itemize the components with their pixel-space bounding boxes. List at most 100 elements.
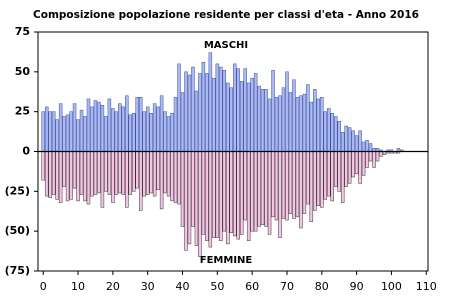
x-tick-label: 70 [280,280,294,293]
bar [132,151,136,192]
bar [177,63,181,152]
bar [69,151,73,200]
series-label: FEMMINE [200,255,253,266]
bar [152,103,157,152]
bar [344,151,348,187]
bar [233,151,237,237]
bar [97,151,101,194]
bar [250,151,254,232]
bar [111,108,115,152]
bar [257,151,261,227]
y-tick-label: 50 [15,65,31,78]
bar [354,151,359,175]
x-tick-label: 90 [350,280,364,293]
bar [278,95,282,152]
bar [351,151,355,178]
bar [114,151,119,195]
bar [379,151,383,157]
bar [271,69,275,152]
bar [299,95,303,152]
bar [368,151,373,162]
bar [100,151,105,208]
bar [292,151,296,219]
bar [347,151,352,184]
x-tick-label: 0 [40,280,47,293]
bar [142,111,146,152]
y-tick-label: 75 [15,25,30,38]
bar [333,151,338,187]
bar [208,151,213,248]
x-tick-label: 60 [245,280,259,293]
bar [330,113,334,152]
bar [229,151,233,234]
bar [368,143,373,152]
bar [48,111,52,152]
bar [278,151,282,238]
x-tick-label: 30 [141,280,155,293]
bar [219,66,223,152]
bar [83,116,87,152]
bar [347,127,352,152]
bar [351,130,355,152]
bar [365,140,369,152]
bar [187,74,192,152]
bar [201,62,206,152]
bar [65,151,70,202]
bar [253,151,258,232]
bar [170,113,174,152]
bar [299,151,303,229]
bar [198,151,202,257]
bar [76,119,80,152]
bar [337,120,341,152]
bar [62,116,66,152]
bar [111,151,115,203]
bar [86,98,91,152]
x-tick-label: 50 [210,280,224,293]
bar [55,119,59,152]
bar [44,151,49,197]
bar [184,151,188,251]
bar [358,151,362,184]
bar [48,151,52,198]
bar [250,77,254,152]
bar [44,106,49,152]
bar [166,151,171,197]
bar [219,151,223,241]
bar [340,151,345,203]
bar [365,151,369,168]
bar [128,151,133,195]
bar [128,114,133,152]
bar [327,151,331,197]
bar [76,151,80,202]
bar [51,111,56,152]
bar [184,71,188,152]
y-tick-label: (25) [5,184,30,197]
bar [55,151,59,200]
bar [313,151,317,211]
bar [145,151,150,195]
bar [191,151,195,227]
bar [159,151,164,210]
bar [152,151,157,197]
bar [274,151,279,221]
bar [288,151,293,214]
bar [316,98,321,152]
bar [135,97,139,152]
bar [201,151,206,235]
bar [142,151,146,197]
bar [340,132,345,152]
bar [118,103,122,152]
bar [316,151,321,206]
bar [246,151,251,241]
x-tick-label: 10 [71,280,85,293]
chart-title: Composizione popolazione residente per c… [33,9,419,21]
y-tick-label: 0 [22,145,30,158]
bar [215,151,220,238]
bar [327,108,331,152]
bar [72,151,77,189]
bar [281,87,286,152]
bar [121,151,126,195]
bar [86,151,91,205]
bar [107,151,112,195]
